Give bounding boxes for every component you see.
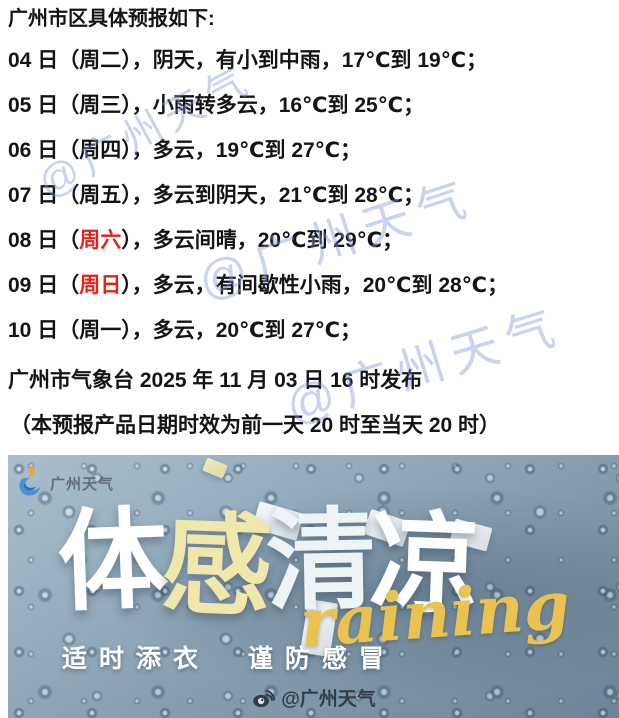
issuer-line: 广州市气象台 2025 年 11 月 03 日 16 时发布 bbox=[8, 369, 423, 392]
forecast-list: 04 日（周二），阴天，有小到中雨，17℃到 19℃； 05 日（周三），小雨转… bbox=[8, 49, 613, 459]
row-text: ），多云到阴天，21℃到 28℃； bbox=[121, 184, 425, 207]
row-text: ），多云，19℃到 27℃； bbox=[121, 139, 362, 162]
banner-logo-text: 广州天气 bbox=[50, 475, 115, 493]
row-prefix: 10 日（ bbox=[8, 319, 80, 342]
weekday-label-red: 周日 bbox=[79, 274, 122, 297]
weekday-label: 周五 bbox=[79, 184, 122, 207]
forecast-row: 07 日（周五），多云到阴天，21℃到 28℃； bbox=[8, 184, 613, 208]
forecast-row: 09 日（周日），多云，有间歇性小雨，20℃到 28℃； bbox=[8, 274, 613, 298]
weekday-label: 周一 bbox=[79, 319, 122, 342]
banner-logo: 广州天气 bbox=[16, 465, 114, 501]
row-prefix: 06 日（ bbox=[8, 139, 80, 162]
validity-note: （本预报产品日期时效为前一天 20 时至当天 20 时） bbox=[10, 414, 501, 437]
row-prefix: 04 日（ bbox=[8, 49, 80, 72]
row-prefix: 07 日（ bbox=[8, 184, 80, 207]
row-prefix: 05 日（ bbox=[8, 94, 80, 117]
row-prefix: 09 日（ bbox=[8, 274, 80, 297]
row-text: ），小雨转多云，16℃到 25℃； bbox=[121, 94, 425, 117]
forecast-row: 05 日（周三），小雨转多云，16℃到 25℃； bbox=[8, 94, 613, 118]
headline-char: 体 bbox=[55, 498, 165, 625]
weekday-label: 周二 bbox=[79, 49, 122, 72]
forecast-row: 06 日（周四），多云，19℃到 27℃； bbox=[8, 139, 613, 163]
paper-scrap bbox=[202, 457, 228, 479]
weekday-label-red: 周六 bbox=[79, 229, 122, 252]
weather-banner-image[interactable]: 广州天气 体 感 清 凉 raining 适时添衣 谨防感冒 @广州天气 bbox=[8, 455, 619, 718]
banner-credit: @广州天气 bbox=[251, 684, 376, 711]
banner-subtitle: 适时添衣 谨防感冒 bbox=[62, 645, 396, 673]
row-text: ），多云，有间歇性小雨，20℃到 28℃； bbox=[121, 274, 509, 297]
row-text: ），多云间晴，20℃到 29℃； bbox=[121, 229, 404, 252]
page-title: 广州市区具体预报如下: bbox=[8, 8, 215, 30]
row-text: ），多云，20℃到 27℃； bbox=[121, 319, 362, 342]
weekday-label: 周四 bbox=[79, 139, 122, 162]
weibo-icon bbox=[252, 689, 275, 708]
forecast-row: 08 日（周六），多云间晴，20℃到 29℃； bbox=[8, 229, 613, 253]
forecast-row: 10 日（周一），多云，20℃到 27℃； bbox=[8, 319, 613, 343]
banner-credit-text: @广州天气 bbox=[281, 689, 376, 710]
row-prefix: 08 日（ bbox=[8, 229, 80, 252]
forecast-row: 04 日（周二），阴天，有小到中雨，17℃到 19℃； bbox=[8, 49, 613, 73]
weekday-label: 周三 bbox=[79, 94, 122, 117]
row-text: ），阴天，有小到中雨，17℃到 19℃； bbox=[121, 49, 488, 72]
gz-weather-logo-icon bbox=[19, 465, 41, 496]
headline-char: 感 bbox=[159, 503, 268, 630]
